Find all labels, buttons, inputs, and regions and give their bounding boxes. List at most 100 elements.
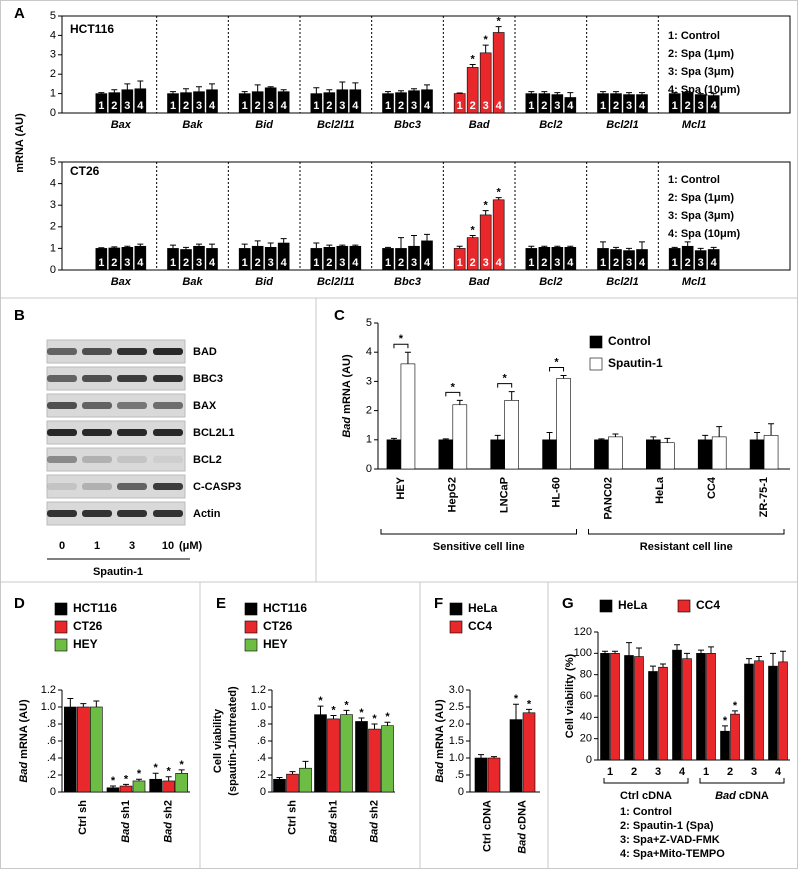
error-bar	[684, 91, 691, 93]
x-tick-label: Bad cDNA	[516, 800, 528, 854]
x-tick-label: HeLa	[654, 476, 666, 504]
bar-label: 3	[698, 100, 704, 112]
y-tick-label: .4	[257, 752, 266, 764]
bar	[697, 439, 713, 470]
x-tick-label: 4	[775, 766, 782, 778]
bar-label: 1	[600, 100, 606, 112]
bar-label: 2	[255, 100, 261, 112]
error-bar	[710, 93, 717, 96]
blot-band	[82, 483, 112, 490]
y-tick-label: 1	[366, 434, 372, 446]
legend-label: 1: Control	[668, 30, 720, 42]
bar	[768, 665, 778, 761]
x-tick-label: Bbc3	[394, 276, 421, 288]
text-part: Bad	[516, 833, 528, 854]
significance-marker: *	[527, 698, 532, 710]
error-bar	[756, 656, 762, 661]
error-bar	[442, 438, 449, 440]
error-bar	[411, 234, 417, 247]
error-bar	[254, 84, 261, 92]
protein-label: BAD	[193, 346, 217, 358]
protein-label: Actin	[193, 508, 221, 520]
bar	[355, 721, 368, 793]
error-bar	[317, 705, 324, 715]
bar-label: 2	[326, 100, 332, 112]
error-bar	[170, 91, 176, 94]
error-bar	[528, 91, 535, 94]
text-part: Bad	[434, 762, 446, 783]
bar-label: 1	[457, 257, 463, 269]
text-part: sh2	[163, 800, 175, 822]
blot-band	[82, 375, 112, 382]
x-tick-label: Bid	[255, 119, 273, 131]
group-bracket	[588, 529, 785, 535]
y-tick-label: 0	[260, 786, 266, 798]
error-bar	[780, 650, 786, 662]
error-bar	[598, 438, 605, 440]
bar-label: 3	[339, 100, 345, 112]
significance-marker: *	[399, 333, 404, 345]
bar	[106, 787, 120, 793]
x-tick-label: Bbc3	[394, 119, 421, 131]
significance-marker: *	[554, 356, 559, 368]
error-bar	[639, 241, 645, 250]
error-bar	[241, 243, 248, 249]
legend-label: Control	[608, 334, 651, 348]
error-bar	[708, 646, 714, 654]
bar-label: 4	[281, 100, 288, 112]
significance-marker: *	[154, 762, 159, 774]
group-label: Resistant cell line	[640, 541, 733, 553]
text-part: sh2	[368, 800, 380, 822]
y-tick-label: 1.0	[251, 701, 266, 713]
bar	[386, 439, 402, 470]
legend-swatch	[589, 335, 603, 349]
error-bar	[404, 351, 411, 364]
error-bar	[482, 44, 489, 53]
error-bar	[674, 644, 680, 651]
blot-band	[153, 402, 183, 409]
error-bar	[546, 432, 553, 440]
error-bar	[302, 760, 309, 769]
error-bar	[183, 246, 189, 250]
protein-label: BBC3	[193, 373, 223, 385]
error-bar	[165, 776, 172, 781]
bar	[64, 706, 77, 793]
y-tick-label: 4	[50, 178, 56, 190]
y-tick-label: 1.2	[251, 684, 266, 696]
y-tick-label: .8	[257, 718, 266, 730]
bar-label: 2	[183, 100, 189, 112]
text-part: mRNA (AU)	[341, 354, 353, 417]
panel-label: C	[334, 307, 345, 324]
legend-label: HEY	[263, 637, 288, 651]
treatment-label: Spautin-1	[93, 566, 143, 578]
dose-unit: (μM)	[179, 540, 203, 552]
bar-label: 4	[352, 257, 359, 269]
panel-label: B	[14, 307, 25, 324]
bar	[744, 663, 754, 761]
error-bar	[626, 92, 632, 95]
x-tick-label: 3	[655, 766, 661, 778]
y-axis-label: Cell viability (%)	[564, 653, 576, 738]
y-tick-label: 0	[586, 754, 592, 766]
blot-band	[82, 429, 112, 436]
legend-label: HeLa	[468, 601, 498, 615]
bar-label: 1	[385, 257, 391, 269]
error-bar	[671, 246, 678, 249]
error-bar	[137, 243, 144, 247]
text-part: Bad	[120, 822, 132, 843]
error-bar	[111, 89, 118, 93]
x-tick-label: Bcl2l1	[606, 119, 638, 131]
error-bar	[209, 83, 215, 90]
legend-swatch	[677, 599, 691, 613]
y-tick-label: .4	[47, 752, 56, 764]
error-bar	[111, 246, 118, 248]
text-part: mRNA (AU)	[18, 699, 30, 762]
bar	[327, 718, 340, 793]
bar-label: 2	[541, 100, 547, 112]
panel-label: G	[562, 595, 574, 612]
note: 3: Spa+Z-VAD-FMK	[620, 834, 720, 846]
note: 1: Control	[620, 806, 672, 818]
legend-label: CT26	[263, 619, 293, 633]
bar-label: 3	[554, 100, 560, 112]
